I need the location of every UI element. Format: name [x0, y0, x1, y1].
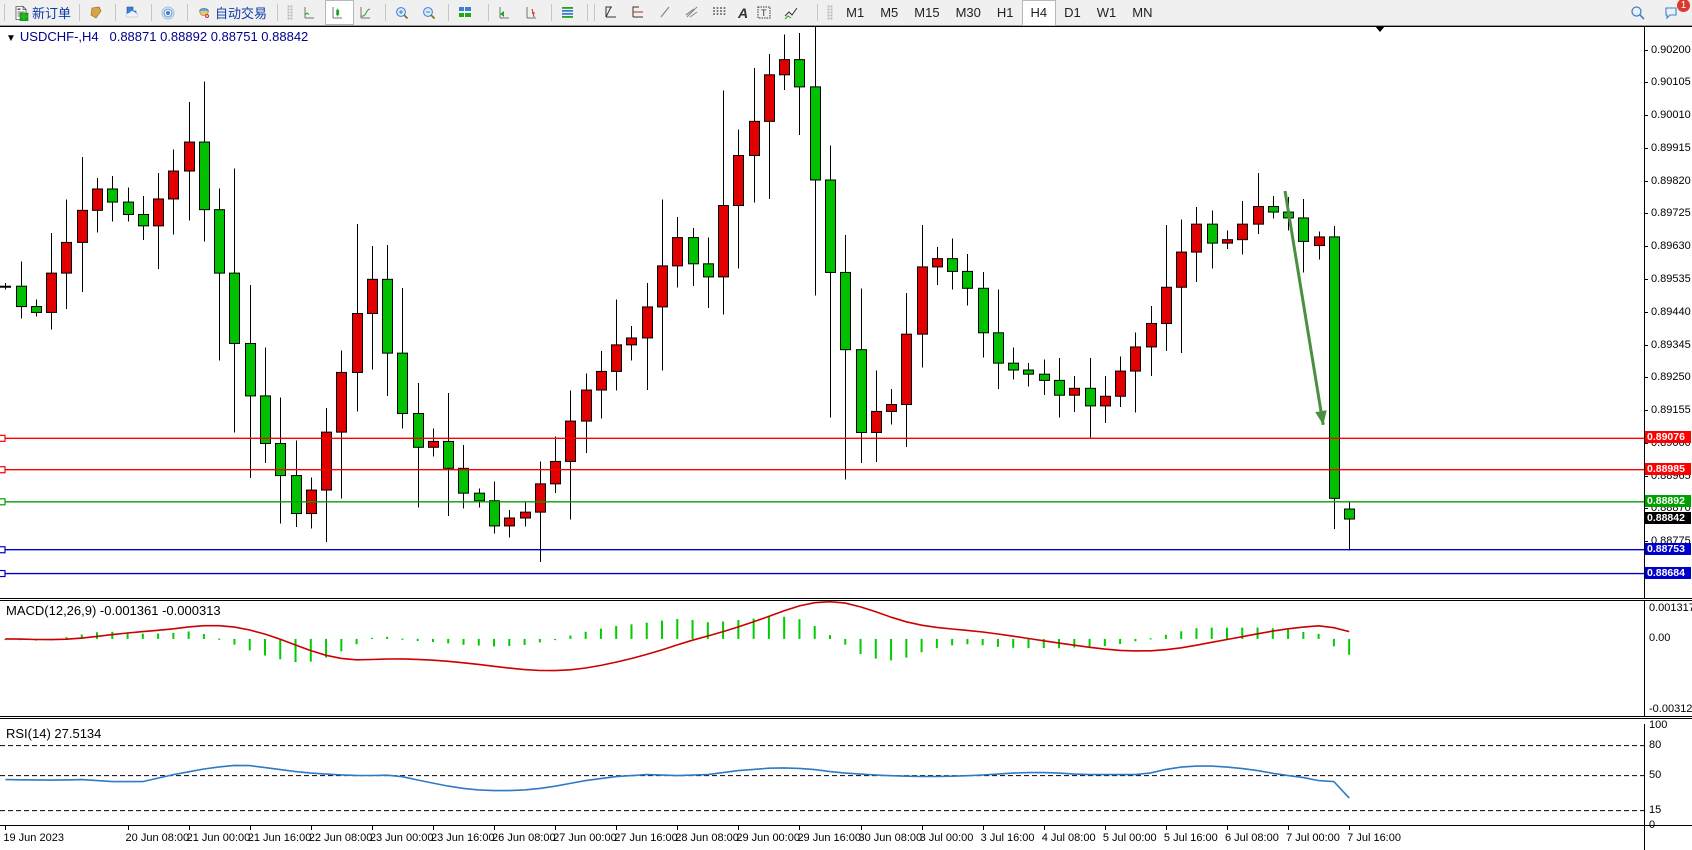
svg-text:T: T	[761, 8, 767, 18]
